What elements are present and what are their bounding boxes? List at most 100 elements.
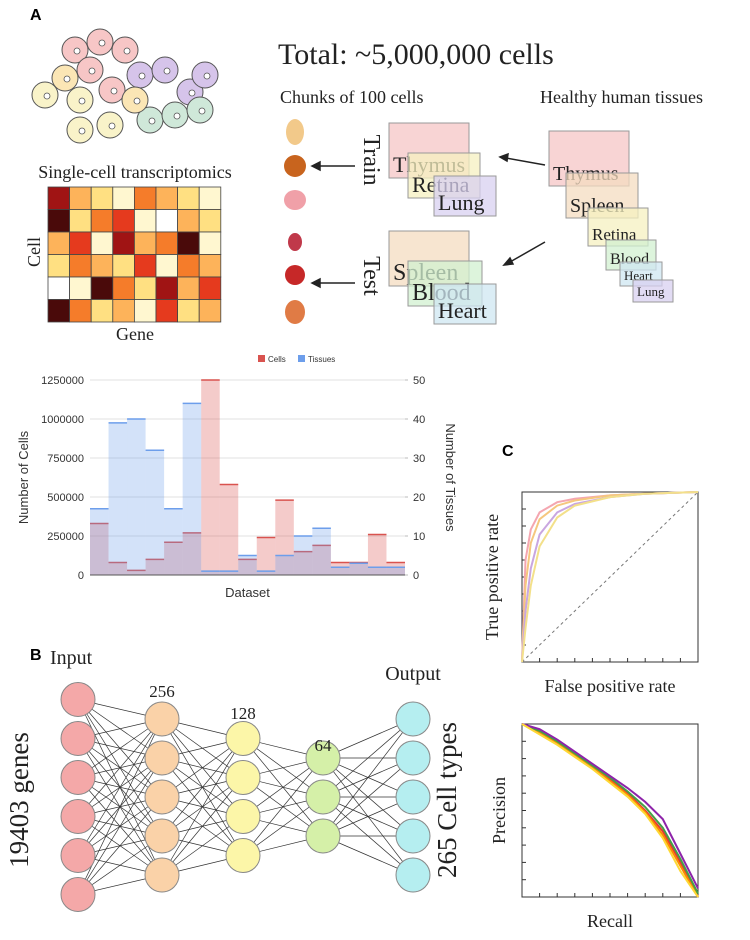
network	[60, 682, 431, 912]
heatmap-cell	[155, 231, 179, 255]
heatmap-cell	[198, 299, 222, 323]
split-label: Test	[358, 256, 384, 296]
step-bar	[238, 555, 257, 575]
heatmap-cell	[177, 186, 200, 210]
step-bar	[386, 567, 405, 575]
axis-label: Gene	[116, 324, 154, 344]
neuron	[60, 838, 96, 873]
connection	[161, 777, 244, 876]
heatmap-cell	[69, 209, 92, 233]
neuron	[144, 701, 180, 737]
heatmap-cell	[133, 186, 157, 210]
neuron	[305, 818, 341, 854]
y-tick-label: 1000000	[41, 414, 84, 426]
chance-line	[521, 491, 699, 663]
neuron	[395, 701, 431, 737]
nucleus	[108, 122, 116, 130]
tissue-label: Heart	[438, 298, 487, 323]
nucleus	[123, 47, 131, 55]
nucleus	[163, 67, 171, 75]
heatmap-cell	[112, 254, 135, 278]
heatmap-cell	[155, 299, 179, 323]
heatmap-cell	[90, 276, 114, 300]
heatmap-cell	[112, 209, 135, 233]
step-bar	[330, 567, 350, 575]
tissue-label: Retina	[592, 225, 637, 244]
heatmap-cell	[90, 254, 114, 278]
nucleus	[138, 72, 146, 80]
heatmap-cell	[47, 276, 71, 300]
step-bar	[293, 536, 313, 575]
nucleus	[98, 39, 106, 47]
plot-frame	[521, 723, 699, 898]
heatmap-cell	[112, 186, 135, 210]
nucleus	[43, 92, 51, 100]
heatmap-cell	[133, 231, 157, 255]
heatmap-cell	[90, 231, 114, 255]
step-bar	[275, 500, 294, 575]
y-axis-label: True positive rate	[482, 514, 502, 640]
heatmap-cell	[198, 254, 222, 278]
step-bar	[127, 419, 146, 575]
heading: Total: ~5,000,000 cells	[278, 38, 554, 71]
curve	[521, 723, 699, 898]
neuron	[144, 818, 180, 854]
neuron	[60, 760, 96, 795]
step-bar	[201, 380, 220, 575]
panel-label: C	[502, 443, 514, 460]
heatmap-cell	[112, 276, 135, 300]
neuron	[144, 740, 180, 776]
heatmap-cell	[47, 254, 71, 278]
y2-tick-label: 20	[413, 492, 425, 504]
y2-tick-label: 30	[413, 453, 425, 465]
nucleus	[133, 97, 141, 105]
step-bar	[219, 571, 239, 575]
connection	[161, 738, 244, 876]
legend-swatch	[258, 355, 265, 362]
tissue-label: Heart	[624, 268, 653, 283]
heatmap-cell	[69, 276, 92, 300]
nucleus	[78, 127, 86, 135]
x-axis-label: Dataset	[225, 585, 270, 600]
step-bar	[108, 422, 128, 575]
heatmap-cell	[155, 209, 179, 233]
step-bar	[201, 571, 220, 575]
heatmap-cell	[133, 254, 157, 278]
heatmap-cell	[177, 254, 200, 278]
step-bar	[312, 545, 331, 575]
heatmap-cell	[47, 299, 71, 323]
connection	[322, 757, 414, 837]
heatmap-cell	[69, 254, 92, 278]
dataset-chart: 0 250000 500000 750000 1000000 1250000 0 10 20 30…	[16, 355, 458, 600]
step-bar	[367, 534, 387, 575]
neuron	[60, 682, 96, 717]
connection	[161, 738, 244, 837]
y-axis-label: Number of Cells	[16, 430, 31, 524]
nucleus	[173, 112, 181, 120]
step-bar	[90, 523, 109, 575]
y2-tick-label: 10	[413, 531, 425, 543]
step-bar	[275, 555, 294, 575]
step-bar	[127, 570, 146, 575]
heatmap	[47, 186, 222, 323]
y-axis-label: Precision	[489, 777, 509, 844]
x-axis-label: False positive rate	[545, 676, 676, 696]
step-bar	[182, 403, 202, 575]
tissue-label: Lung	[438, 190, 484, 215]
heatmap-cell	[155, 276, 179, 300]
tissue-stacks: ThymusRetinaLungSpleenBloodHeartThymusSp…	[388, 122, 674, 325]
tissue-box	[433, 175, 497, 217]
heatmap-cell	[155, 186, 179, 210]
tissue-label: Lung	[637, 284, 665, 299]
connection	[242, 757, 324, 856]
panel-label: B	[30, 647, 42, 664]
split-label: Train	[358, 134, 384, 185]
heatmap-cell	[177, 299, 200, 323]
neuron	[305, 740, 341, 776]
step-bar	[182, 532, 202, 575]
neuron	[60, 877, 96, 912]
layer-size: 256	[149, 682, 175, 701]
heatmap-cell	[90, 299, 114, 323]
y-tick-label: 0	[78, 570, 84, 582]
